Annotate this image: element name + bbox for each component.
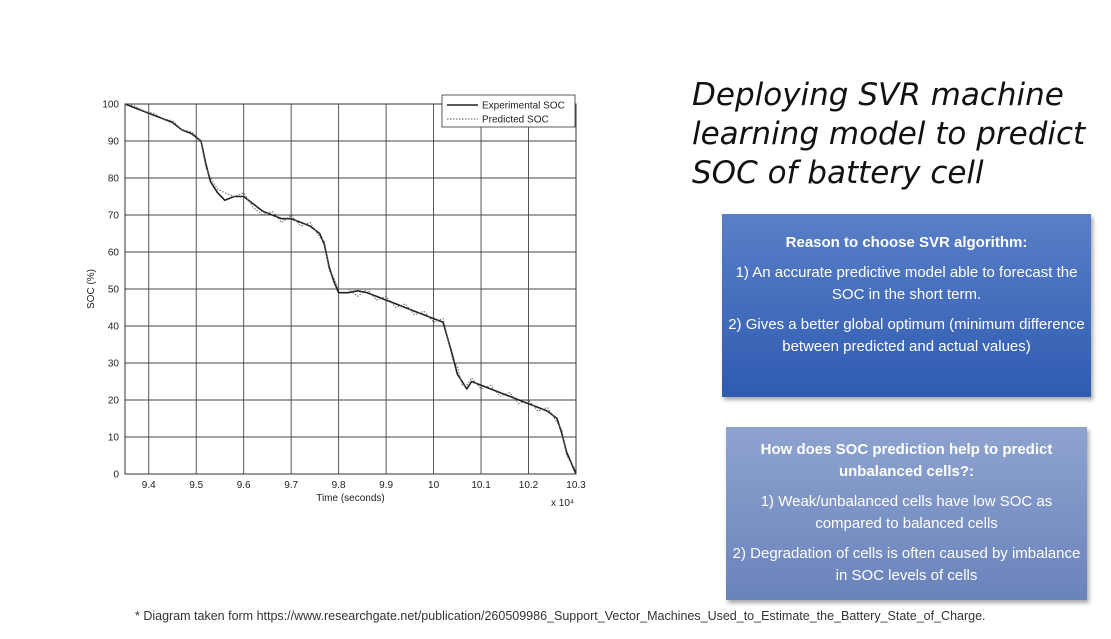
x-axis-multiplier: x 10⁴ <box>551 498 574 509</box>
series-experimental-soc <box>124 103 577 475</box>
soc-chart-svg: 9.4 9.5 9.6 9.7 9.8 9.9 10 10.1 10.2 10.3 0 10 20 30 4… <box>86 94 586 509</box>
x-axis-label: Time (seconds) <box>316 493 385 504</box>
x-tick-label: 9.8 <box>332 480 346 491</box>
x-tick-label: 10 <box>428 480 440 491</box>
tick-labels: 9.4 9.5 9.6 9.7 9.8 9.9 10 10.1 10.2 10.3 0 10 20 30 4… <box>102 100 586 492</box>
y-tick-label: 40 <box>108 322 120 333</box>
x-tick-label: 9.4 <box>142 480 156 491</box>
x-tick-label: 9.7 <box>284 480 298 491</box>
y-tick-label: 0 <box>113 470 119 481</box>
soc-chart: 9.4 9.5 9.6 9.7 9.8 9.9 10 10.1 10.2 10.3 0 10 20 30 4… <box>80 85 600 515</box>
legend-box <box>441 94 576 128</box>
soc-prediction-heading: How does SOC prediction help to predict … <box>760 441 1053 480</box>
chart-legend: Experimental SOC Predicted SOC <box>441 94 576 128</box>
y-tick-label: 10 <box>108 433 120 444</box>
y-tick-label: 100 <box>102 100 119 111</box>
soc-prediction-item-2: 2) Degradation of cells is often caused … <box>732 545 1081 584</box>
x-tick-label: 10.2 <box>519 480 539 491</box>
source-footnote: * Diagram taken form https://www.researc… <box>135 609 986 623</box>
y-tick-label: 50 <box>108 285 120 296</box>
y-tick-label: 20 <box>108 396 120 407</box>
svr-reason-item-1: 1) An accurate predictive model able to … <box>735 264 1078 303</box>
x-tick-label: 10.3 <box>566 480 586 491</box>
x-tick-label: 10.1 <box>471 480 491 491</box>
y-tick-label: 90 <box>108 137 120 148</box>
y-tick-label: 30 <box>108 359 120 370</box>
svr-reason-box: Reason to choose SVR algorithm: 1) An ac… <box>722 214 1091 397</box>
series-lines <box>124 103 577 475</box>
soc-prediction-box: How does SOC prediction help to predict … <box>726 427 1087 600</box>
slide-title: Deploying SVR machine learning model to … <box>692 77 1086 191</box>
legend-label-experimental: Experimental SOC <box>482 101 565 112</box>
y-axis-label: SOC (%) <box>86 269 97 309</box>
series-predicted-soc <box>124 103 577 471</box>
y-tick-label: 80 <box>108 174 120 185</box>
svr-reason-heading: Reason to choose SVR algorithm: <box>785 234 1028 251</box>
grid-lines <box>125 103 577 475</box>
soc-prediction-item-1: 1) Weak/unbalanced cells have low SOC as… <box>760 493 1053 532</box>
y-tick-label: 70 <box>108 211 120 222</box>
x-tick-label: 9.9 <box>379 480 393 491</box>
legend-label-predicted: Predicted SOC <box>482 115 549 126</box>
plot-frame <box>124 103 577 475</box>
y-tick-label: 60 <box>108 248 120 259</box>
x-tick-label: 9.5 <box>189 480 203 491</box>
svr-reason-item-2: 2) Gives a better global optimum (minimu… <box>728 316 1085 355</box>
x-tick-label: 9.6 <box>237 480 251 491</box>
